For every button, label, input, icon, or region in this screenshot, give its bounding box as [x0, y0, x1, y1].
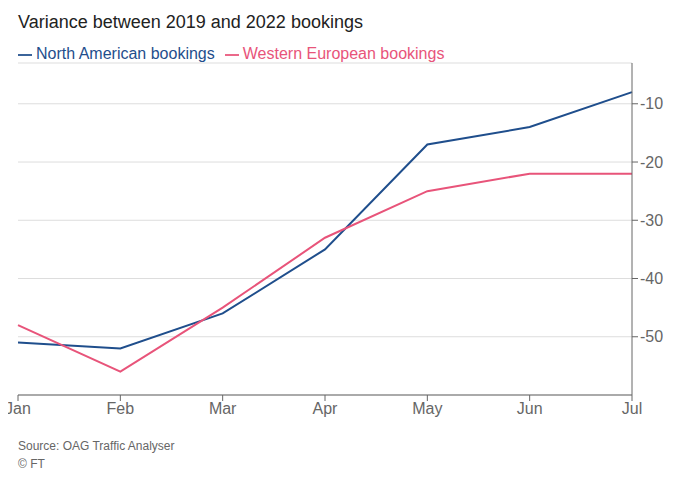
html-text:Western European bookings: Western European bookings [242, 45, 445, 62]
svg-text:Jan: Jan [8, 400, 31, 417]
svg-text:Jul: Jul [622, 400, 642, 417]
svg-text:Feb: Feb [107, 400, 135, 417]
svg-text:-20: -20 [640, 154, 663, 171]
html-text:© FT: © FT [18, 457, 45, 471]
svg-text:Jun: Jun [517, 400, 543, 417]
svg-text:-30: -30 [640, 212, 663, 229]
svg-text:-40: -40 [640, 270, 663, 287]
svg-text:Apr: Apr [313, 400, 339, 417]
html-text:Source: OAG Traffic Analyser: Source: OAG Traffic Analyser [18, 439, 175, 453]
svg-text:-10: -10 [640, 95, 663, 112]
svg-text:Mar: Mar [209, 400, 237, 417]
svg-text:-50: -50 [640, 328, 663, 345]
html-text:North American bookings: North American bookings [36, 45, 215, 62]
html-text:Variance between 2019 and 2022: Variance between 2019 and 2022 bookings [18, 12, 363, 32]
svg-text:May: May [412, 400, 442, 417]
